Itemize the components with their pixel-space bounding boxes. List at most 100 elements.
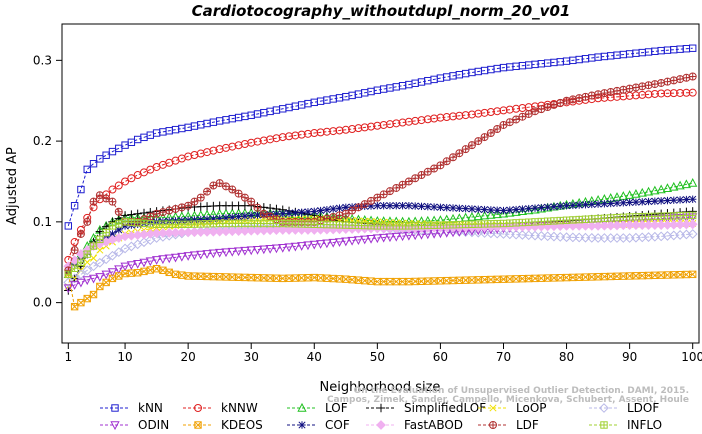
- data-point-ldf: [398, 180, 407, 189]
- y-tick-label: 0.1: [33, 215, 52, 229]
- data-point-knnw: [360, 123, 369, 132]
- data-point-kdeos: [512, 275, 520, 283]
- data-point-kdeos: [487, 275, 495, 284]
- data-point-kdeos: [171, 270, 180, 279]
- data-point-ldf: [688, 72, 697, 81]
- data-point-knnw: [240, 140, 249, 149]
- x-tick-label: 80: [559, 350, 574, 364]
- data-point-kdeos: [607, 272, 615, 281]
- data-point-odin: [322, 239, 332, 249]
- data-point-cof: [279, 210, 287, 218]
- x-axis: 1 10 20 30 40 50 60 70 80 90 100: [64, 343, 702, 364]
- data-point-ldf: [676, 75, 685, 84]
- data-point-ldof: [485, 228, 496, 239]
- data-point-cof: [550, 202, 558, 211]
- data-point-ldf: [619, 85, 628, 94]
- data-point-knnw: [272, 134, 281, 143]
- data-point-ldf: [379, 190, 388, 199]
- data-point-cof: [632, 198, 640, 206]
- data-point-odin: [88, 274, 99, 284]
- data-point-odin: [240, 246, 250, 256]
- data-point-odin: [183, 252, 193, 261]
- data-point-ldf: [644, 81, 653, 90]
- data-point-ldf: [102, 194, 111, 203]
- plot-frame: [61, 23, 700, 344]
- data-point-kdeos: [550, 274, 558, 282]
- legend-item-loop: LoOP: [478, 401, 547, 415]
- data-point-lof: [479, 210, 490, 220]
- data-point-knnw: [297, 130, 306, 139]
- data-point-kdeos: [342, 275, 350, 283]
- data-point-cof: [569, 201, 577, 210]
- data-point-knnw: [442, 113, 451, 122]
- data-point-knnw: [398, 118, 407, 127]
- data-point-ldf: [354, 203, 363, 212]
- data-point-ldf: [449, 153, 458, 162]
- data-point-odin: [177, 252, 187, 262]
- x-tick-label: 90: [622, 350, 637, 364]
- data-point-loop: [348, 217, 356, 225]
- data-point-cof: [525, 204, 533, 213]
- series-ldf: [64, 72, 697, 275]
- x-tick-label: 50: [370, 350, 385, 364]
- data-point-cof: [676, 196, 684, 204]
- data-point-cof: [512, 205, 520, 214]
- legend-label: kNN: [138, 401, 163, 415]
- data-point-knnw: [266, 135, 275, 144]
- data-point-odin: [101, 270, 111, 280]
- data-point-ldf: [486, 129, 495, 138]
- data-point-cof: [543, 203, 552, 211]
- data-point-knnw: [657, 89, 666, 98]
- data-point-odin: [347, 236, 357, 246]
- data-point-knnw: [650, 89, 659, 98]
- data-point-odin: [202, 250, 212, 259]
- legend-item-knn: kNN: [100, 401, 163, 415]
- data-point-ldf: [411, 174, 420, 183]
- data-point-knn: [83, 165, 91, 174]
- data-point-knn: [121, 141, 129, 149]
- data-point-cof: [651, 197, 659, 205]
- data-point-knnw: [341, 125, 350, 134]
- data-point-cof: [518, 205, 527, 213]
- data-point-odin: [303, 241, 313, 251]
- data-point-ldof: [473, 227, 484, 238]
- data-point-lof: [656, 184, 666, 194]
- data-point-ldof: [542, 231, 553, 242]
- data-point-kdeos: [461, 276, 470, 284]
- x-tick-label: 60: [433, 350, 448, 364]
- data-point-ldf: [682, 73, 691, 82]
- data-point-kdeos: [96, 282, 104, 291]
- data-point-loop: [89, 254, 98, 262]
- data-point-knnw: [367, 122, 376, 131]
- data-point-knnw: [127, 174, 136, 183]
- data-point-kdeos: [676, 270, 684, 279]
- x-tick-label: 40: [307, 350, 322, 364]
- data-point-cof: [386, 202, 394, 210]
- data-point-lof: [637, 187, 647, 197]
- data-point-inflo: [96, 235, 104, 244]
- y-tick-label: 0.0: [33, 296, 52, 310]
- data-point-ldf: [196, 193, 205, 202]
- data-point-cof: [619, 199, 628, 207]
- data-point-odin: [82, 276, 92, 286]
- legend-marker-inflo: [600, 421, 608, 429]
- data-point-ldof: [113, 247, 124, 258]
- data-point-cof: [506, 206, 514, 214]
- y-tick-label: 0.2: [33, 134, 52, 148]
- data-point-cof: [474, 205, 482, 213]
- data-point-ldof: [88, 261, 99, 272]
- data-point-cof: [657, 197, 665, 205]
- data-point-ldf: [493, 124, 502, 133]
- data-point-cof: [600, 200, 609, 208]
- data-point-kdeos: [247, 273, 255, 282]
- data-point-kdeos: [518, 275, 527, 283]
- legend-marker-fastabod: [376, 420, 386, 430]
- data-point-ldf: [341, 209, 350, 218]
- data-point-cof: [411, 202, 419, 210]
- data-point-lof: [492, 209, 502, 219]
- data-point-cof: [499, 206, 508, 215]
- data-point-ldof: [586, 232, 597, 243]
- y-axis: 0.0 0.1 0.2 0.3: [33, 53, 62, 310]
- data-point-knnw: [411, 116, 420, 125]
- legend-marker-odin: [110, 421, 120, 431]
